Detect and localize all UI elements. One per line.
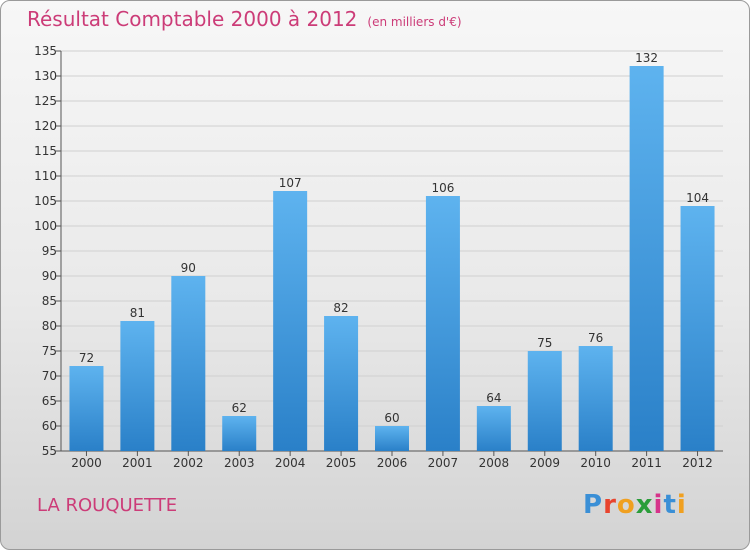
data-labels: 72 81 90 62 107 82 60 106 64 75 76 132 104 (79, 51, 709, 425)
x-tick-label: 2012 (682, 456, 713, 470)
data-label: 132 (635, 51, 658, 65)
proxiti-logo: Proxiti (583, 490, 687, 520)
chart-unit: (en milliers d'€) (367, 15, 462, 29)
data-label: 72 (79, 351, 94, 365)
y-tick-label: 90 (42, 269, 57, 283)
data-label: 81 (130, 306, 145, 320)
data-label: 75 (537, 336, 552, 350)
y-tick-label: 70 (42, 369, 57, 383)
bar-2006 (375, 426, 409, 451)
y-tick-label: 110 (34, 169, 57, 183)
bar-2010 (578, 346, 613, 451)
data-label: 82 (333, 301, 348, 315)
bar-2004 (273, 191, 308, 451)
y-tick-labels: 55 60 65 70 75 80 85 90 95 100 105 110 115 120 125 130 1… (34, 44, 57, 458)
y-tick-label: 135 (34, 44, 57, 58)
x-tick-label: 2000 (71, 456, 102, 470)
bar-2007 (425, 196, 460, 451)
data-label: 107 (279, 176, 302, 190)
x-tick-label: 2009 (529, 456, 560, 470)
data-label: 104 (686, 191, 709, 205)
data-label: 76 (588, 331, 603, 345)
x-tick-label: 2003 (224, 456, 255, 470)
x-tick-label: 2008 (479, 456, 510, 470)
x-tick-labels: 2000 2001 2002 2003 2004 2005 2006 2007 2008 2009… (71, 456, 713, 470)
y-tick-label: 80 (42, 319, 57, 333)
data-label: 64 (486, 391, 501, 405)
y-tick-label: 65 (42, 394, 57, 408)
chart-title: Résultat Comptable 2000 à 2012 (en millie… (27, 7, 462, 31)
x-tick-label: 2007 (428, 456, 459, 470)
bar-2002 (171, 276, 206, 451)
data-label: 60 (384, 411, 399, 425)
data-label: 106 (431, 181, 454, 195)
y-tick-label: 75 (42, 344, 57, 358)
bar-2011 (629, 66, 664, 451)
y-tick-label: 125 (34, 94, 57, 108)
town-name: LA ROUQUETTE (37, 495, 178, 516)
bar-2009 (527, 351, 562, 451)
y-tick-label: 85 (42, 294, 57, 308)
chart-title-text: Résultat Comptable 2000 à 2012 (27, 7, 358, 31)
y-tick-label: 115 (34, 144, 57, 158)
x-tick-label: 2004 (275, 456, 306, 470)
data-label: 62 (232, 401, 247, 415)
bar-2008 (476, 406, 511, 451)
bars (69, 66, 715, 451)
bar-2005 (324, 316, 359, 451)
x-tick-label: 2006 (377, 456, 408, 470)
x-tick-label: 2011 (631, 456, 662, 470)
y-tick-label: 120 (34, 119, 57, 133)
y-tick-label: 55 (42, 444, 57, 458)
y-tick-label: 105 (34, 194, 57, 208)
axes (56, 50, 723, 456)
y-tick-label: 100 (34, 219, 57, 233)
x-tick-label: 2010 (580, 456, 611, 470)
grid-lines (61, 50, 723, 452)
bar-2012 (680, 206, 715, 451)
bar-2000 (69, 366, 104, 451)
y-tick-label: 95 (42, 244, 57, 258)
bar-2001 (120, 321, 155, 451)
bar-2003 (222, 416, 257, 451)
y-tick-label: 60 (42, 419, 57, 433)
data-label: 90 (181, 261, 196, 275)
y-tick-label: 130 (34, 69, 57, 83)
x-tick-label: 2002 (173, 456, 204, 470)
x-tick-label: 2001 (122, 456, 153, 470)
x-tick-label: 2005 (326, 456, 357, 470)
